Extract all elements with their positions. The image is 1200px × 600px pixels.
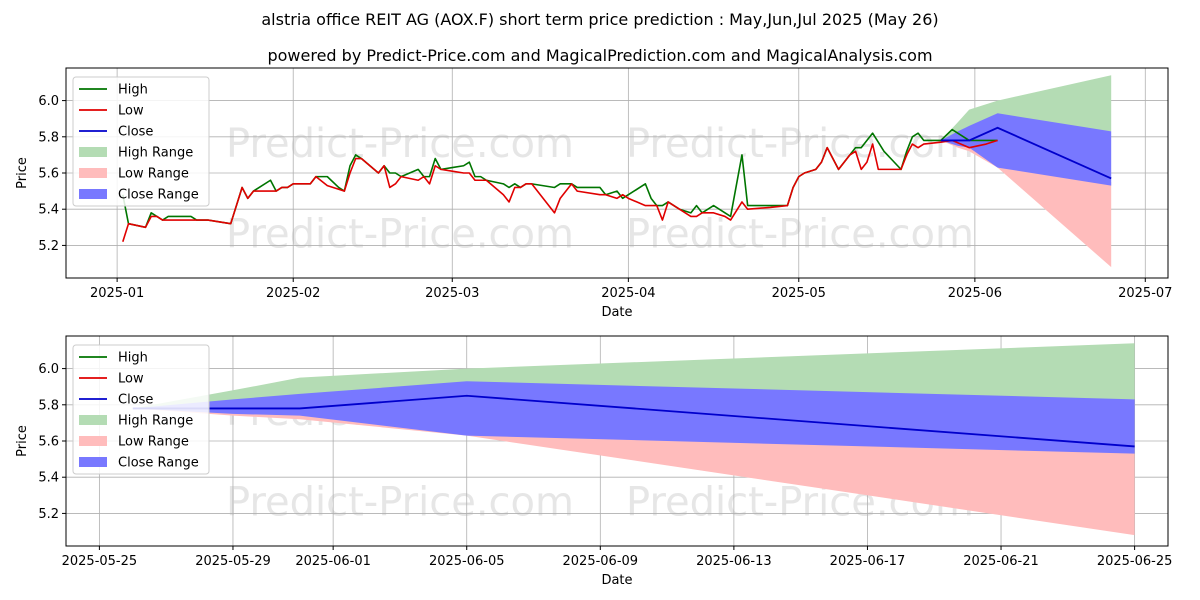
x-tick-label: 2025-06-09 bbox=[563, 554, 639, 569]
y-tick-label: 5.4 bbox=[38, 471, 59, 486]
legend-label: Close Range bbox=[118, 456, 199, 471]
x-axis-label: Date bbox=[601, 305, 632, 320]
x-tick-label: 2025-06-25 bbox=[1097, 554, 1173, 569]
x-tick-label: 2025-06-01 bbox=[295, 554, 371, 569]
chart-panel-1: Predict-Price.com Predict-Price.com Predic… bbox=[15, 67, 1172, 320]
legend-label: Low Range bbox=[118, 435, 189, 450]
y-tick-label: 5.2 bbox=[38, 239, 59, 254]
watermark-text: Predict-Price.com bbox=[226, 479, 574, 525]
legend-label: Low bbox=[118, 104, 144, 119]
y-tick-label: 6.0 bbox=[38, 362, 59, 377]
low-series-line bbox=[122, 139, 998, 243]
y-tick-label: 5.8 bbox=[38, 130, 59, 145]
legend-label: Close bbox=[118, 125, 153, 140]
watermark-text: Predict-Price.com bbox=[226, 211, 574, 257]
legend-label: Close Range bbox=[118, 188, 199, 203]
chart-title: alstria office REIT AG (AOX.F) short ter… bbox=[261, 10, 939, 29]
legend-label: Low bbox=[118, 372, 144, 387]
watermark-text: Predict-Price.com bbox=[626, 121, 974, 167]
close-range-band bbox=[940, 113, 1112, 186]
x-tick-label: 2025-05-29 bbox=[195, 554, 271, 569]
legend-swatch-patch bbox=[79, 168, 107, 178]
legend-swatch-patch bbox=[79, 436, 107, 446]
y-tick-label: 6.0 bbox=[38, 94, 59, 109]
y-tick-label: 5.6 bbox=[38, 167, 59, 182]
x-tick-label: 2025-06-17 bbox=[830, 554, 906, 569]
legend-label: High bbox=[118, 83, 148, 98]
x-tick-label: 2025-06-21 bbox=[963, 554, 1039, 569]
x-tick-label: 2025-02 bbox=[266, 286, 320, 301]
close-range-band bbox=[132, 381, 1135, 454]
chart-panel-2: Predict-Price.comPredict-Price.comPredic… bbox=[15, 335, 1173, 588]
x-tick-label: 2025-06-13 bbox=[696, 554, 772, 569]
x-tick-label: 2025-06-05 bbox=[429, 554, 505, 569]
x-tick-label: 2025-01 bbox=[90, 286, 144, 301]
x-tick-label: 2025-07 bbox=[1118, 286, 1172, 301]
y-tick-label: 5.8 bbox=[38, 398, 59, 413]
legend-swatch-patch bbox=[79, 189, 107, 199]
legend-swatch-patch bbox=[79, 147, 107, 157]
y-tick-label: 5.4 bbox=[38, 203, 59, 218]
y-tick-label: 5.6 bbox=[38, 435, 59, 450]
close-forecast-line bbox=[940, 126, 1112, 180]
x-tick-label: 2025-04 bbox=[601, 286, 655, 301]
legend-swatch-patch bbox=[79, 415, 107, 425]
watermark-text: Predict-Price.com bbox=[226, 121, 574, 167]
legend-label: High Range bbox=[118, 146, 193, 161]
legend: High Low Close High Range Low Range Close Ran… bbox=[72, 76, 210, 207]
legend: High Low Close High Range Low Range Close Ran… bbox=[72, 344, 210, 475]
x-tick-label: 2025-05-25 bbox=[62, 554, 138, 569]
chart-subtitle: powered by Predict-Price.com and Magical… bbox=[267, 46, 933, 65]
legend-label: Close bbox=[118, 393, 153, 408]
x-tick-label: 2025-05 bbox=[772, 286, 826, 301]
x-tick-label: 2025-06 bbox=[948, 286, 1002, 301]
legend-label: High bbox=[118, 351, 148, 366]
x-axis-label: Date bbox=[601, 573, 632, 588]
x-tick-label: 2025-03 bbox=[425, 286, 479, 301]
legend-swatch-patch bbox=[79, 457, 107, 467]
y-tick-label: 5.2 bbox=[38, 507, 59, 522]
legend-label: Low Range bbox=[118, 167, 189, 182]
y-axis-label: Price bbox=[15, 425, 30, 457]
legend-label: High Range bbox=[118, 414, 193, 429]
watermark-text: Predict-Price.com bbox=[626, 211, 974, 257]
y-axis-label: Price bbox=[15, 157, 30, 189]
